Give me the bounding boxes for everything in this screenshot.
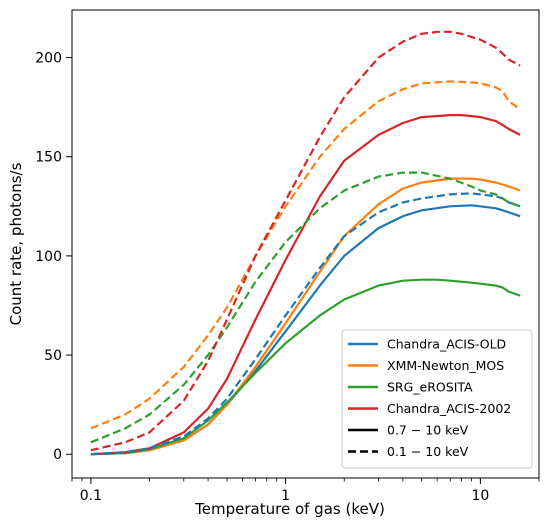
- x-tick-label: 10: [471, 488, 489, 504]
- x-tick-label: 1: [281, 488, 290, 504]
- x-axis-label: Temperature of gas (keV): [194, 500, 385, 518]
- series-layer: [90, 30, 521, 456]
- series-line-5: [90, 80, 521, 430]
- series-line-2: [90, 278, 521, 456]
- legend-label: Chandra_ACIS-2002: [387, 401, 511, 416]
- y-tick-label: 0: [53, 447, 62, 463]
- series-line-4: [90, 192, 521, 456]
- legend-label: XMM-Newton_MOS: [387, 358, 504, 373]
- series-line-7: [90, 30, 521, 452]
- series-line-1: [90, 177, 521, 456]
- y-tick-label: 50: [44, 348, 62, 364]
- series-line-3: [90, 114, 521, 456]
- x-tick-label: 0.1: [80, 488, 102, 504]
- legend-label: Chandra_ACIS-OLD: [387, 337, 506, 352]
- legend-label: SRG_eROSITA: [387, 380, 473, 395]
- legend-label: 0.7 − 10 keV: [387, 423, 469, 438]
- y-tick-label: 200: [35, 51, 62, 67]
- legend-box: [341, 329, 533, 469]
- legend-label: 0.1 − 10 keV: [387, 444, 469, 459]
- y-axis-label: Count rate, photons/s: [7, 162, 25, 325]
- y-tick-label: 150: [35, 150, 62, 166]
- plot-frame: [71, 9, 540, 479]
- legend: Chandra_ACIS-OLD XMM-Newton_MOS SRG_eROSIT…: [341, 329, 533, 469]
- series-line-6: [90, 171, 521, 444]
- y-tick-label: 100: [35, 249, 62, 265]
